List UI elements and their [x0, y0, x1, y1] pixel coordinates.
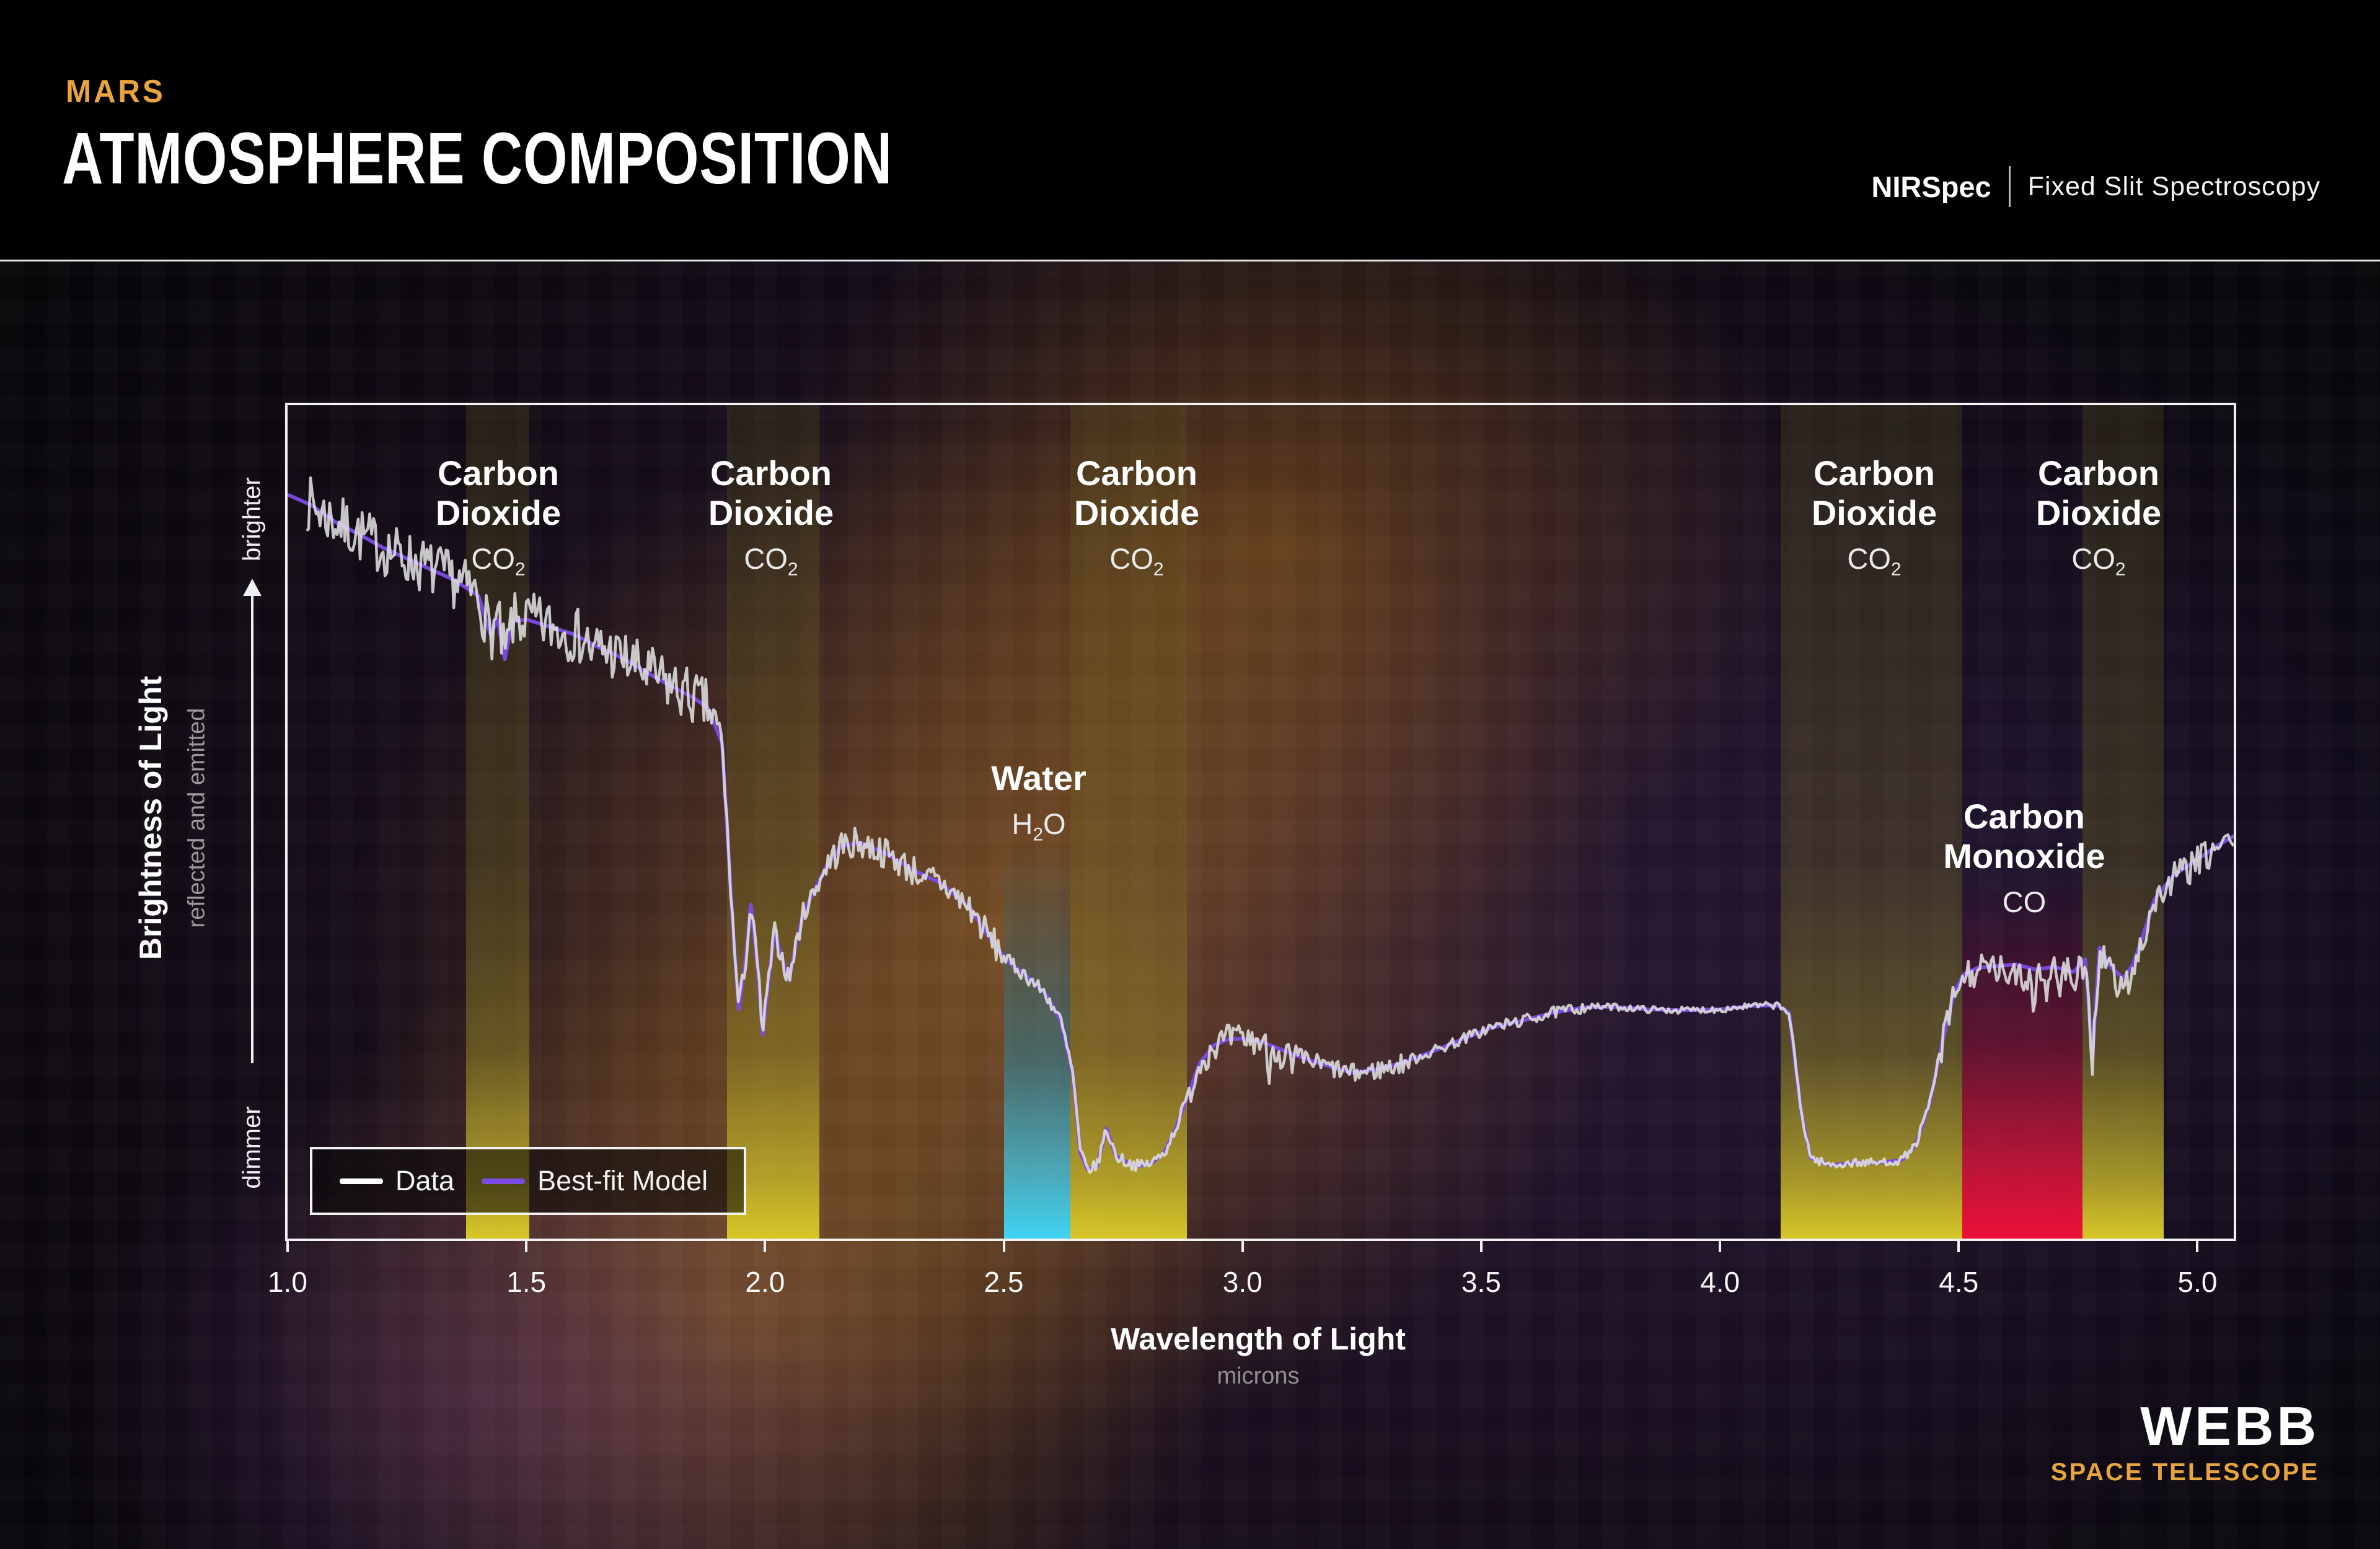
molecule-formula: CO2	[2071, 542, 2126, 580]
molecule-name: Carbon Dioxide	[708, 454, 834, 532]
molecule-formula: H2O	[1011, 807, 1066, 845]
band-label-carbon-dioxide: Carbon Dioxide CO2	[1812, 454, 1937, 580]
instrument-mode: Fixed Slit Spectroscopy	[2027, 171, 2320, 201]
planet-kicker: MARS	[66, 74, 165, 110]
x-tick-label: 2.5	[984, 1266, 1024, 1298]
molecule-formula: CO	[2002, 885, 2047, 918]
x-tick	[764, 1239, 767, 1252]
band-label-carbon-dioxide: Carbon Dioxide CO2	[2036, 454, 2161, 580]
band-label-carbon-monoxide: Carbon Monoxide CO	[1943, 797, 2105, 919]
x-tick-label: 4.5	[1939, 1266, 1979, 1298]
x-tick-label: 1.0	[268, 1266, 307, 1298]
spectrum-curves	[288, 476, 2234, 1174]
x-tick-label: 4.0	[1700, 1266, 1740, 1298]
instrument-separator	[2008, 166, 2011, 207]
band-label-carbon-dioxide: Carbon Dioxide CO2	[436, 454, 561, 580]
molecule-name: Carbon Dioxide	[435, 454, 562, 532]
band-h2o	[1003, 842, 1070, 1239]
x-tick	[525, 1239, 528, 1252]
band-co2	[1070, 405, 1187, 1239]
band-co	[1962, 873, 2082, 1239]
data-line	[306, 476, 2234, 1174]
brightness-arrow-shaft	[251, 596, 253, 1063]
header-divider	[0, 260, 2380, 261]
molecule-formula: CO2	[1109, 542, 1164, 580]
brightness-arrow-up-icon	[243, 579, 262, 596]
x-tick	[2196, 1239, 2199, 1252]
instrument-line: NIRSpec Fixed Slit Spectroscopy	[1871, 166, 2320, 207]
x-axis-sublabel: microns	[1217, 1363, 1300, 1389]
molecule-formula: CO2	[1847, 542, 1902, 580]
molecule-formula: CO2	[471, 542, 526, 580]
x-tick	[1002, 1239, 1005, 1252]
x-tick	[286, 1239, 289, 1252]
x-tick-label: 5.0	[2177, 1266, 2218, 1298]
molecule-name: Carbon Dioxide	[1811, 454, 1937, 532]
x-tick	[1479, 1239, 1483, 1252]
y-direction-brighter: brighter	[238, 477, 266, 561]
x-tick	[1241, 1239, 1244, 1252]
webb-logo: WEBB SPACE TELESCOPE	[2051, 1399, 2319, 1486]
legend-item-data: Data	[340, 1165, 454, 1197]
y-axis-sublabel: reflected and emitted	[183, 708, 210, 928]
webb-logo-wordmark: WEBB	[2140, 1395, 2319, 1457]
x-tick-label: 2.0	[745, 1266, 785, 1298]
molecule-name: Carbon Dioxide	[1073, 454, 1200, 532]
best-fit-model-line	[288, 493, 2234, 1172]
y-direction-dimmer: dimmer	[238, 1106, 266, 1189]
header: MARS ATMOSPHERE COMPOSITION NIRSpec Fixe…	[0, 0, 2380, 260]
band-label-carbon-dioxide: Carbon Dioxide CO2	[1074, 454, 1199, 580]
legend-label: Data	[395, 1165, 455, 1196]
legend: Data Best-fit Model	[310, 1147, 746, 1215]
band-co2	[726, 405, 820, 1239]
band-label-carbon-dioxide: Carbon Dioxide CO2	[708, 454, 834, 580]
x-tick	[1957, 1239, 1960, 1252]
legend-label: Best-fit Model	[537, 1165, 708, 1196]
y-axis-label: Brightness of Light	[133, 675, 168, 960]
x-axis-label: Wavelength of Light	[1111, 1322, 1406, 1356]
molecule-name: Water	[991, 758, 1086, 797]
spectrum-plot: Carbon Dioxide CO2 Carbon Dioxide CO2 Water H2O…	[285, 403, 2236, 1241]
molecule-name: Carbon Monoxide	[1943, 797, 2105, 875]
x-tick-label: 1.5	[506, 1266, 547, 1298]
page-title: ATMOSPHERE COMPOSITION	[62, 118, 892, 200]
x-tick-label: 3.0	[1222, 1266, 1263, 1298]
band-co2	[2082, 405, 2164, 1239]
legend-swatch	[340, 1178, 383, 1184]
legend-swatch	[482, 1178, 526, 1184]
band-co2	[466, 405, 529, 1239]
webb-logo-subtitle: SPACE TELESCOPE	[2050, 1459, 2319, 1486]
instrument-name: NIRSpec	[1871, 170, 1991, 203]
band-label-water: Water H2O	[991, 758, 1086, 845]
molecule-formula: CO2	[744, 542, 798, 580]
x-tick-label: 3.5	[1461, 1266, 1501, 1298]
x-tick	[1719, 1239, 1722, 1252]
legend-item-best-fit-model: Best-fit Model	[482, 1165, 708, 1197]
molecule-name: Carbon Dioxide	[2035, 454, 2162, 532]
